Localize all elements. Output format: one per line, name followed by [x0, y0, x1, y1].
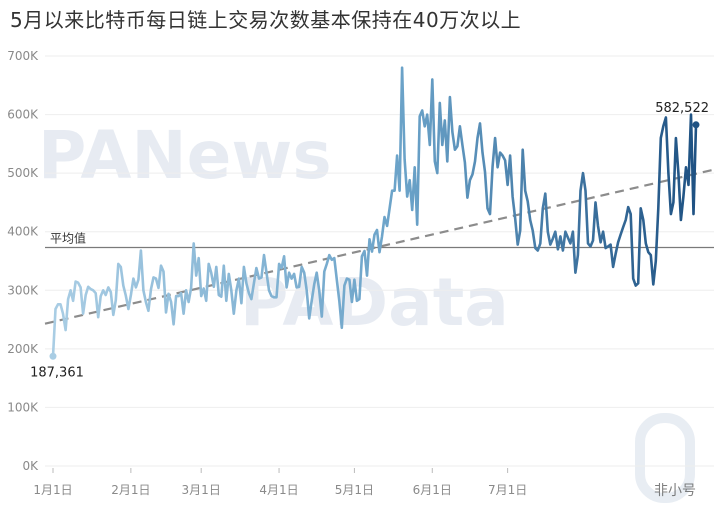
series-line [51, 66, 698, 358]
x-tick-label: 1月1日 [33, 483, 72, 497]
watermark-logo-shape [635, 413, 695, 503]
x-axis: 1月1日 2月1日 3月1日 4月1日 5月1日 6月1日 7月1日 [33, 468, 527, 497]
x-tick-label: 5月1日 [335, 483, 374, 497]
series-point-first [49, 352, 57, 360]
x-tick-label: 3月1日 [182, 483, 221, 497]
y-tick-label: 300K [7, 283, 39, 297]
y-tick-label: 600K [7, 108, 39, 122]
y-tick-label: 400K [7, 225, 39, 239]
average-label: 平均值 [50, 231, 86, 246]
annotations: 187,361 582,522 [30, 101, 709, 380]
trend-line [44, 168, 715, 325]
y-tick-label: 0K [22, 459, 39, 473]
chart-title: 5月以来比特币每日链上交易次数基本保持在40万次以上 [10, 8, 522, 32]
data-label: 582,522 [655, 101, 709, 116]
y-axis: 0K 100K 200K 300K 400K 500K 600K 700K [7, 49, 39, 473]
watermark-panews: PANews [38, 117, 332, 194]
gridlines [45, 55, 714, 467]
x-tick-label: 2月1日 [111, 483, 150, 497]
watermark-group: PANews PAData [38, 117, 695, 503]
series [51, 66, 698, 358]
x-tick-label: 7月1日 [488, 483, 527, 497]
watermark-padata: PAData [240, 264, 509, 341]
y-tick-label: 700K [7, 49, 39, 63]
x-tick-label: 6月1日 [413, 483, 452, 497]
x-tick-label: 4月1日 [259, 483, 298, 497]
series-point-last [692, 121, 700, 129]
data-label: 187,361 [30, 365, 84, 380]
y-tick-label: 100K [7, 400, 39, 414]
y-tick-label: 500K [7, 166, 39, 180]
y-tick-label: 200K [7, 342, 39, 356]
watermark-corner-text: 非小号 [654, 483, 696, 499]
